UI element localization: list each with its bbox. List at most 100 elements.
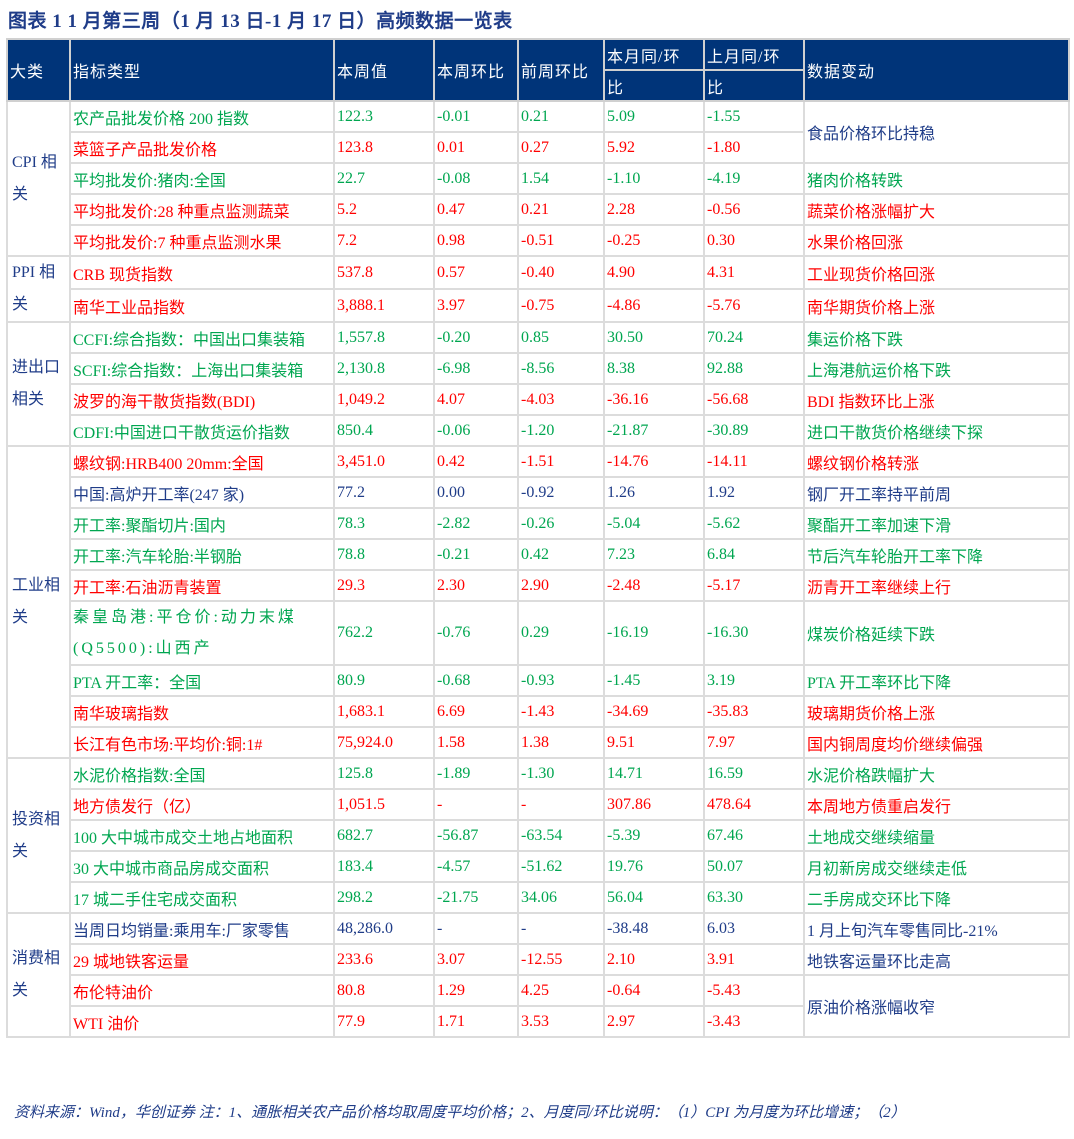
- indicator-cell: CCFI:综合指数：中国出口集装箱: [69, 321, 335, 354]
- last-month-cell: 1.92: [703, 476, 805, 509]
- header-row: 大类 指标类型 本周值 本周环比 前周环比 本月同/环 上月同/环 数据变动: [6, 38, 1070, 102]
- value-cell: 29.3: [333, 569, 435, 602]
- note-cell: PTA 开工率环比下降: [803, 664, 1070, 697]
- value-cell: 1,683.1: [333, 695, 435, 728]
- category-cell: 消费相关: [6, 912, 71, 1038]
- this-month-cell: 7.23: [603, 538, 705, 571]
- note-cell: 沥青开工率继续上行: [803, 569, 1070, 602]
- prev-wow-cell: 1.54: [517, 162, 605, 195]
- wow-cell: -4.57: [433, 850, 519, 883]
- indicator-cell: WTI 油价: [69, 1005, 335, 1038]
- prev-wow-cell: -0.40: [517, 255, 605, 290]
- value-cell: 5.2: [333, 193, 435, 226]
- note-cell: 玻璃期货价格上涨: [803, 695, 1070, 728]
- note-cell: 聚酯开工率加速下滑: [803, 507, 1070, 540]
- wow-cell: -56.87: [433, 819, 519, 852]
- last-month-cell: 70.24: [703, 321, 805, 354]
- wow-cell: -: [433, 912, 519, 945]
- indicator-cell: 平均批发价:猪肉:全国: [69, 162, 335, 195]
- wow-cell: -0.06: [433, 414, 519, 447]
- last-month-cell: -3.43: [703, 1005, 805, 1038]
- header-this-month-top: 本月同/环: [603, 38, 705, 71]
- indicator-cell: 布伦特油价: [69, 974, 335, 1007]
- table-row: PPI 相关 CRB 现货指数 537.8 0.57 -0.40 4.90 4.31 工业现货…: [6, 255, 1070, 323]
- wow-cell: 1.58: [433, 726, 519, 759]
- this-month-cell: 4.90: [603, 255, 705, 290]
- value-cell: 48,286.0: [333, 912, 435, 945]
- prev-wow-cell: -8.56: [517, 352, 605, 385]
- header-this-month-bottom: 比: [603, 69, 705, 102]
- last-month-cell: 63.30: [703, 881, 805, 914]
- prev-wow-cell: 0.27: [517, 131, 605, 164]
- wow-cell: -6.98: [433, 352, 519, 385]
- header-prev-wow: 前周环比: [517, 38, 605, 102]
- last-month-cell: 3.19: [703, 664, 805, 697]
- prev-wow-cell: 0.29: [517, 600, 605, 666]
- header-category: 大类: [6, 38, 71, 102]
- note-cell: 二手房成交环比下降: [803, 881, 1070, 914]
- this-month-cell: 5.92: [603, 131, 705, 164]
- table-row: 消费相关 当周日均销量:乘用车:厂家零售 48,286.0- - -38.48 6.03 1…: [6, 912, 1070, 1038]
- prev-wow-cell: 3.53: [517, 1005, 605, 1038]
- note-cell: 螺纹钢价格转涨: [803, 445, 1070, 478]
- table-row: 南华玻璃指数 1,683.1 6.69 -1.43 -34.69 -35.83 玻璃期货价格…: [7, 695, 1070, 728]
- last-month-cell: -5.17: [703, 569, 805, 602]
- last-month-cell: -14.11: [703, 445, 805, 478]
- this-month-cell: -34.69: [603, 695, 705, 728]
- note-cell: 蔬菜价格涨幅扩大: [803, 193, 1070, 226]
- table-row: 平均批发价:28 种重点监测蔬菜 5.2 0.47 0.21 2.28 -0.56 蔬菜价格…: [7, 193, 1070, 226]
- indicator-cell: 秦皇岛港:平仓价:动力末煤(Q5500):山西产: [69, 600, 335, 666]
- note-cell: 节后汽车轮胎开工率下降: [803, 538, 1070, 571]
- wow-cell: 4.07: [433, 383, 519, 416]
- wow-cell: 0.00: [433, 476, 519, 509]
- wow-cell: -0.68: [433, 664, 519, 697]
- wow-cell: -: [433, 788, 519, 821]
- indicator-cell: 南华工业品指数: [69, 288, 335, 323]
- category-cell: 进出口相关: [6, 321, 71, 447]
- last-month-cell: 67.46: [703, 819, 805, 852]
- prev-wow-cell: 0.85: [517, 321, 605, 354]
- prev-wow-cell: 0.21: [517, 100, 605, 133]
- table-row: 开工率:石油沥青装置 29.3 2.30 2.90 -2.48 -5.17 沥青开工率继续上…: [7, 569, 1070, 602]
- indicator-cell: 长江有色市场:平均价:铜:1#: [69, 726, 335, 759]
- indicator-cell: 开工率:石油沥青装置: [69, 569, 335, 602]
- note-cell: 上海港航运价格下跌: [803, 352, 1070, 385]
- wow-cell: 3.97: [433, 288, 519, 323]
- wow-cell: -21.75: [433, 881, 519, 914]
- this-month-cell: -38.48: [603, 912, 705, 945]
- last-month-cell: 16.59: [703, 757, 805, 790]
- prev-wow-cell: -0.51: [517, 224, 605, 257]
- prev-wow-cell: -1.30: [517, 757, 605, 790]
- value-cell: 183.4: [333, 850, 435, 883]
- prev-wow-cell: -0.75: [517, 288, 605, 323]
- last-month-cell: -5.43: [703, 974, 805, 1007]
- last-month-cell: 3.91: [703, 943, 805, 976]
- table-row: PTA 开工率：全国 80.9 -0.68 -0.93 -1.45 3.19 PTA 开工率…: [7, 664, 1070, 697]
- indicator-cell: 开工率:汽车轮胎:半钢胎: [69, 538, 335, 571]
- table-row: 17 城二手住宅成交面积 298.2 -21.75 34.06 56.04 63.30 二手…: [7, 881, 1070, 914]
- this-month-cell: 307.86: [603, 788, 705, 821]
- value-cell: 125.8: [333, 757, 435, 790]
- table-row: CPI 相关 农产品批发价格 200 指数 122.3 -0.01 0.21 5.09 -1…: [6, 100, 1070, 257]
- wow-cell: 0.42: [433, 445, 519, 478]
- this-month-cell: 2.97: [603, 1005, 705, 1038]
- value-cell: 75,924.0: [333, 726, 435, 759]
- table-row: 平均批发价:7 种重点监测水果 7.2 0.98 -0.51 -0.25 0.30 水果价格…: [7, 224, 1070, 257]
- last-month-cell: -16.30: [703, 600, 805, 666]
- indicator-cell: 当周日均销量:乘用车:厂家零售: [69, 912, 335, 945]
- prev-wow-cell: 4.25: [517, 974, 605, 1007]
- indicator-cell: 水泥价格指数:全国: [69, 757, 335, 790]
- wow-cell: -0.21: [433, 538, 519, 571]
- this-month-cell: -1.10: [603, 162, 705, 195]
- indicator-cell: 波罗的海干散货指数(BDI): [69, 383, 335, 416]
- value-cell: 850.4: [333, 414, 435, 447]
- header-last-month-top: 上月同/环: [703, 38, 805, 71]
- value-cell: 537.8: [333, 255, 435, 290]
- value-cell: 77.9: [333, 1005, 435, 1038]
- value-cell: 122.3: [333, 100, 435, 133]
- prev-wow-cell: -: [517, 788, 605, 821]
- footnote: 资料来源：Wind，华创证券 注：1、通胀相关农产品价格均取周度平均价格；2、月…: [14, 1105, 906, 1121]
- indicator-cell: 30 大中城市商品房成交面积: [69, 850, 335, 883]
- value-cell: 3,451.0: [333, 445, 435, 478]
- last-month-cell: 92.88: [703, 352, 805, 385]
